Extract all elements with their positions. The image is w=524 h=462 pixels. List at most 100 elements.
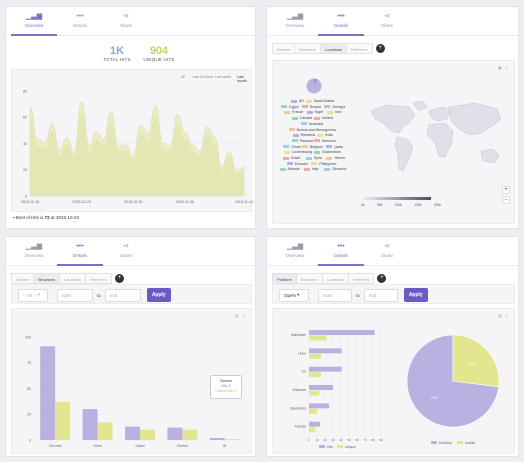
total-hits-label: TOTAL HITS xyxy=(103,57,131,62)
end-date-input[interactable]: end xyxy=(363,288,398,302)
country-name: Saudi Arabia xyxy=(313,99,334,103)
country-legend-item[interactable]: Niger xyxy=(306,110,323,114)
bar-chart-icon: ▁▃▆ xyxy=(286,243,304,250)
filter-referrers[interactable]: Referrers xyxy=(85,273,112,284)
country-legend-item[interactable]: Slovenia xyxy=(324,167,346,171)
x-tick-label: 30 xyxy=(331,438,335,442)
tab-details[interactable]: ••• Details xyxy=(318,12,364,36)
legend-swatch xyxy=(303,167,310,171)
country-legend-item[interactable]: Iran xyxy=(327,110,341,114)
country-legend-item[interactable]: Luxembourg xyxy=(284,150,312,154)
range-all[interactable]: All xyxy=(181,75,185,79)
filter-browsers[interactable]: Browsers xyxy=(295,273,323,284)
tab-share[interactable]: ⋖ Share xyxy=(364,12,410,36)
country-legend-item[interactable]: Belgium xyxy=(301,145,323,149)
country-name: Panama xyxy=(299,138,314,143)
filter-locations[interactable]: Locations xyxy=(320,43,348,54)
browser-select[interactable]: -- All -- ▾ xyxy=(18,288,48,302)
country-name: Bosnia and Herzegovina xyxy=(296,127,336,132)
filter-referrers[interactable]: Referrers xyxy=(347,273,375,284)
range-24h[interactable]: Last 24 hours xyxy=(192,75,214,79)
tab-details[interactable]: ••• Details xyxy=(57,12,103,36)
table-view-icon[interactable]: ≡ xyxy=(505,313,508,318)
filter-browsers[interactable]: Browsers xyxy=(294,43,322,54)
y-tick-label: Linux xyxy=(298,351,306,355)
country-legend-item[interactable]: Philippines xyxy=(311,162,337,166)
scale-label: 150k xyxy=(414,203,422,207)
bar-other-unique xyxy=(97,422,113,440)
hbar-blackberry-hits xyxy=(309,403,329,409)
country-legend-item[interactable]: Oman xyxy=(283,145,301,149)
filter-platform[interactable]: Platform xyxy=(272,273,297,284)
country-legend-item[interactable]: Brazil xyxy=(283,156,300,160)
country-legend-item[interactable]: Morocco xyxy=(314,139,336,143)
platform-select[interactable]: OpeN ▾ xyxy=(279,288,309,302)
range-month[interactable]: Last month xyxy=(237,75,247,83)
panel-tabs: ▁▃▆ Overview ••• Details ⋖ Share xyxy=(267,237,518,266)
country-name: UH xyxy=(298,99,304,103)
add-filter-icon[interactable]: + xyxy=(377,274,387,283)
country-legend-item[interactable]: Qatar xyxy=(326,145,343,149)
country-legend-item[interactable]: Yemen xyxy=(326,156,345,160)
country-legend-item[interactable]: Romania xyxy=(292,133,315,137)
range-week[interactable]: Last week xyxy=(215,75,231,79)
country-legend-item[interactable]: Egypt xyxy=(281,105,299,109)
map-africa xyxy=(426,122,454,158)
start-date-input[interactable]: start xyxy=(318,288,352,302)
country-legend-item[interactable]: Bosnia and Herzegovina xyxy=(288,127,336,132)
tab-overview[interactable]: ▁▃▆ Overview xyxy=(11,12,57,36)
country-legend-item[interactable]: India xyxy=(316,133,333,137)
tab-share[interactable]: ⋖ Share xyxy=(364,242,410,266)
filter-referrers[interactable]: Referrers xyxy=(346,43,373,54)
add-filter-icon[interactable]: + xyxy=(114,274,124,283)
tab-details[interactable]: ••• Details xyxy=(318,242,364,266)
country-legend-item[interactable]: Syria xyxy=(305,156,322,160)
zoom-in-button[interactable]: + xyxy=(502,186,510,194)
tab-overview[interactable]: ▁▃▆ Overview xyxy=(272,12,318,36)
country-name: Luxembourg xyxy=(292,150,313,155)
country-legend-item[interactable]: Canada xyxy=(291,116,312,120)
grid-view-icon[interactable]: ▣ xyxy=(497,65,502,70)
area-series-unique xyxy=(30,113,244,196)
unique-hits-label: UNIQUE HITS xyxy=(143,57,175,62)
table-view-icon[interactable]: ≡ xyxy=(242,313,245,318)
country-legend-item[interactable]: Saudi Arabia xyxy=(305,99,334,103)
country-legend-item[interactable]: Ecuador xyxy=(286,162,308,166)
country-legend-item[interactable]: France xyxy=(284,110,303,114)
country-legend-item[interactable]: Georgia xyxy=(324,105,345,109)
country-legend-item[interactable]: Switzerland xyxy=(314,150,341,154)
area-chart: 0 20 40 60 80 2015-10-16 2015-10-23 2015-10-30 2… xyxy=(21,89,253,204)
tab-overview[interactable]: ▁▃▆ Overview xyxy=(272,242,318,266)
country-legend-item[interactable]: Panama xyxy=(291,138,314,143)
filter-browsers[interactable]: Browsers xyxy=(33,273,61,284)
list-view-icon[interactable]: ≡ xyxy=(505,65,508,70)
bar-view-icon[interactable]: ▥ xyxy=(234,313,239,318)
legend-swatch xyxy=(292,133,299,137)
tab-share[interactable]: ⋖ Share xyxy=(103,12,149,36)
filter-locations[interactable]: Locations xyxy=(321,273,349,284)
x-tick-label: 20 xyxy=(323,438,327,442)
country-name: Switzerland xyxy=(322,150,341,155)
hbar-android-unique xyxy=(309,427,316,433)
country-legend-item[interactable]: Russia xyxy=(301,105,321,109)
bar-view-icon[interactable]: ▥ xyxy=(497,313,502,318)
tab-overview[interactable]: ▁▃▆ Overview xyxy=(11,242,57,266)
zoom-out-button[interactable]: − xyxy=(502,196,510,204)
tab-share[interactable]: ⋖ Share xyxy=(103,242,149,266)
country-legend-item[interactable]: Albania xyxy=(279,167,300,171)
y-tick-label: Windows xyxy=(293,388,307,392)
add-filter-icon[interactable]: + xyxy=(375,44,385,53)
country-legend-item[interactable]: Australia xyxy=(300,122,323,126)
end-date-input[interactable]: end xyxy=(104,288,141,302)
filter-locations[interactable]: Locations xyxy=(59,273,87,284)
country-legend-item[interactable]: Ireland xyxy=(314,116,333,120)
country-legend-item[interactable]: Italy xyxy=(303,167,318,171)
filter-system[interactable]: System xyxy=(272,43,296,54)
apply-button[interactable]: Apply xyxy=(146,288,171,302)
start-date-input[interactable]: start xyxy=(57,288,93,302)
apply-button[interactable]: Apply xyxy=(403,288,428,302)
legend-swatch xyxy=(290,99,297,103)
filter-system[interactable]: System xyxy=(11,273,35,284)
tab-details[interactable]: ••• Details xyxy=(57,242,103,266)
country-legend-item[interactable]: UH xyxy=(290,99,304,103)
